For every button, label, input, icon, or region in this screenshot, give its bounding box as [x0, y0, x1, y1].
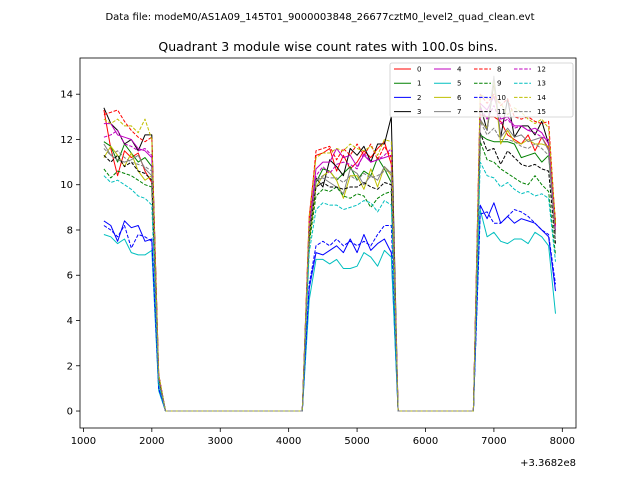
legend-label-0: 0	[417, 66, 421, 74]
legend-label-14: 14	[537, 94, 546, 102]
legend-label-6: 6	[457, 94, 462, 102]
chart-title: Quadrant 3 module wise count rates with …	[158, 39, 497, 54]
x-tick-label: 4000	[276, 436, 301, 447]
legend-label-8: 8	[497, 66, 501, 74]
y-tick-label: 14	[60, 90, 73, 101]
legend-label-7: 7	[457, 108, 461, 116]
legend-label-9: 9	[497, 80, 501, 88]
y-axis: 0 2 4 6 8 10 12 14	[60, 90, 80, 418]
x-tick-label: 3000	[208, 436, 233, 447]
legend-label-5: 5	[457, 80, 461, 88]
legend-label-13: 13	[537, 80, 546, 88]
legend-label-4: 4	[457, 66, 462, 74]
legend-label-15: 15	[537, 108, 546, 116]
y-tick-label: 2	[67, 361, 73, 372]
y-tick-label: 12	[60, 135, 73, 146]
legend-label-10: 10	[497, 94, 506, 102]
x-tick-label: 2000	[139, 436, 164, 447]
series-group	[103, 75, 556, 412]
x-axis: 1000 2000 3000 4000 5000 6000 7000 8000	[71, 428, 575, 447]
legend-label-11: 11	[497, 108, 506, 116]
series-line-15	[103, 120, 556, 412]
y-tick-label: 6	[67, 271, 73, 282]
y-tick-label: 8	[67, 225, 73, 236]
legend-box	[389, 62, 574, 118]
y-tick-label: 0	[67, 407, 73, 418]
x-tick-label: 5000	[344, 436, 369, 447]
legend-label-2: 2	[417, 94, 421, 102]
y-tick-label: 4	[67, 316, 73, 327]
x-tick-label: 6000	[413, 436, 438, 447]
series-line-13	[103, 161, 556, 412]
chart-suptitle: Data file: modeM0/AS1A09_145T01_90000038…	[105, 12, 534, 23]
x-tick-label: 7000	[481, 436, 506, 447]
x-tick-label: 8000	[550, 436, 575, 447]
y-tick-label: 10	[60, 180, 73, 191]
x-tick-label: 1000	[71, 436, 96, 447]
x-offset-label: +3.3682e8	[520, 458, 576, 469]
legend-label-3: 3	[417, 108, 421, 116]
plot-area	[79, 57, 577, 429]
legend-label-1: 1	[417, 80, 421, 88]
legend-label-12: 12	[537, 66, 546, 74]
